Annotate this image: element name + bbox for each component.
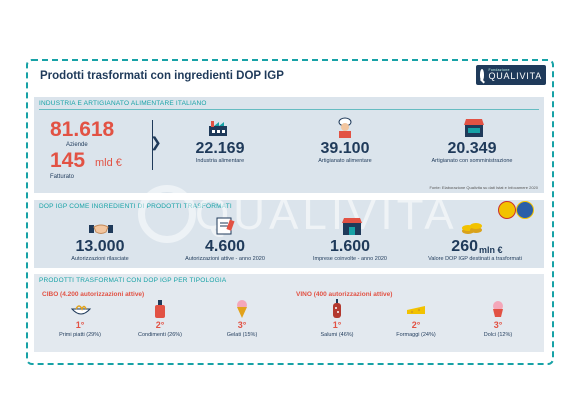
section-header: DOP IGP COME INGREDIENTI DI PRODOTTI TRA… (39, 203, 232, 210)
logo-q-icon (480, 69, 485, 81)
stat-label: Industria alimentare (195, 158, 245, 164)
section-header: INDUSTRIA E ARTIGIANATO ALIMENTARE ITALI… (39, 100, 207, 107)
stat-unit: mln € (479, 245, 503, 255)
section-divider (39, 109, 539, 110)
aziende-value: 81.618 (50, 118, 115, 141)
logo-small-text: Fondazione (488, 67, 510, 72)
coins-icon (460, 218, 484, 236)
vino-header: VINO (400 autorizzazioni attive) (296, 291, 393, 298)
stat-value: 39.100 (320, 140, 370, 157)
cheese-icon (406, 302, 426, 316)
stat-label: Valore DOP IGP destinati a trasformati (428, 256, 522, 262)
fatturato-label: Fatturato (50, 174, 75, 180)
stat-label: Autorizzazioni attive - anno 2020 (185, 256, 265, 262)
rank-badge: 3° (493, 320, 503, 330)
stat-value: 13.000 (75, 238, 125, 255)
qualivita-logo: Fondazione QUALIVITA (476, 65, 546, 85)
rank-badge: 1° (332, 320, 342, 330)
store-icon (340, 216, 364, 236)
chevron-right-icon: ❯ (150, 134, 162, 150)
cupcake-icon (490, 300, 506, 318)
stat-label: Autorizzazioni rilasciate (71, 256, 129, 262)
rank-label: Primi piatti (29%) (59, 332, 101, 338)
rank-badge: 2° (155, 320, 165, 330)
stat-value: 4.600 (204, 238, 246, 255)
baker-icon (334, 117, 356, 139)
rank-label: Gelati (15%) (226, 332, 258, 338)
stat-value: 1.600 (329, 238, 371, 255)
aziende-label: Aziende (66, 142, 88, 148)
salami-icon (330, 299, 344, 319)
dop-seal-icon (498, 201, 516, 219)
stat-value: 260 (451, 238, 478, 255)
stat-value: 20.349 (447, 140, 497, 157)
igp-seal-icon (516, 201, 534, 219)
rank-badge: 3° (237, 320, 247, 330)
page-title: Prodotti trasformati con ingredienti DOP… (40, 70, 284, 82)
section-industria: INDUSTRIA E ARTIGIANATO ALIMENTARE ITALI… (34, 97, 544, 193)
stat-label: Artigianato alimentare (318, 158, 372, 164)
stat-value: 22.169 (195, 140, 245, 157)
icecream-icon (235, 299, 249, 319)
shop-icon (462, 117, 486, 139)
stat-label: Imprese coinvolte - anno 2020 (313, 256, 387, 262)
handshake-icon (89, 219, 113, 237)
factory-icon (207, 118, 229, 138)
watermark-q-icon (138, 185, 196, 243)
pasta-icon (70, 301, 92, 317)
rank-badge: 2° (411, 320, 421, 330)
fatturato-unit: mld € (95, 157, 122, 169)
separator-line (152, 120, 153, 170)
rank-label: Formaggi (24%) (396, 332, 436, 338)
source-note: Fonte: Elaborazione Qualivita su dati Is… (429, 185, 538, 190)
fatturato-value: 145 (50, 149, 86, 172)
sauce-icon (153, 299, 167, 319)
rank-label: Dolci (12%) (483, 332, 513, 338)
section-tipologia: PRODOTTI TRASFORMATI CON DOP IGP PER TIP… (34, 274, 544, 352)
rank-label: Salumi (46%) (320, 332, 354, 338)
rank-label: Condimenti (26%) (137, 332, 183, 338)
ledger-icon (214, 216, 236, 236)
stat-label: Artigianato con somministrazione (431, 158, 513, 164)
rank-badge: 1° (75, 320, 85, 330)
section-header: PRODOTTI TRASFORMATI CON DOP IGP PER TIP… (39, 277, 227, 284)
logo-big-text: QUALIVITA (488, 71, 542, 82)
section-dop-igp: DOP IGP COME INGREDIENTI DI PRODOTTI TRA… (34, 200, 544, 268)
cibo-header: CIBO (4.200 autorizzazioni attive) (42, 291, 145, 298)
